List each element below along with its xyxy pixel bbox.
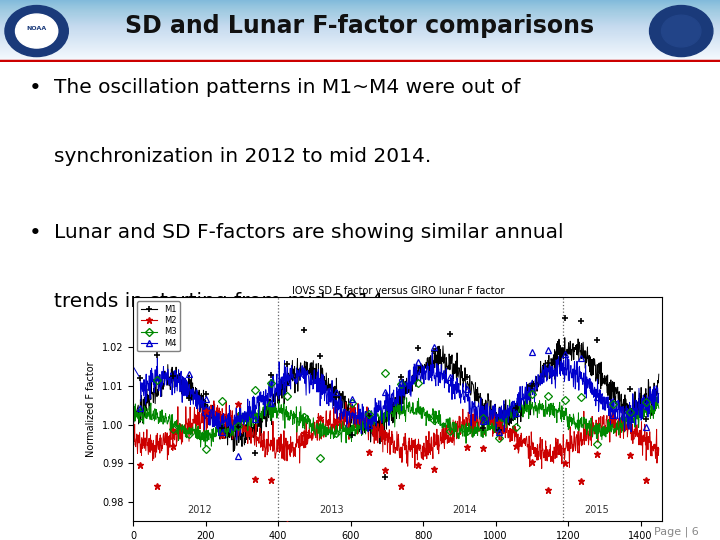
Text: 2013: 2013: [320, 505, 344, 515]
Legend: M1, M2, M3, M4: M1, M2, M3, M4: [138, 301, 180, 352]
Text: Page | 6: Page | 6: [654, 527, 698, 537]
Y-axis label: Normalized F factor: Normalized F factor: [86, 361, 96, 457]
Text: Lunar and SD F-factors are showing similar annual: Lunar and SD F-factors are showing simil…: [54, 222, 564, 242]
Circle shape: [16, 14, 58, 48]
Circle shape: [662, 15, 701, 47]
Text: synchronization in 2012 to mid 2014.: synchronization in 2012 to mid 2014.: [54, 147, 431, 166]
Circle shape: [649, 5, 713, 57]
Text: 2015: 2015: [584, 505, 609, 515]
Text: The oscillation patterns in M1~M4 were out of: The oscillation patterns in M1~M4 were o…: [54, 78, 521, 97]
Circle shape: [5, 5, 68, 57]
Text: 2014: 2014: [452, 505, 477, 515]
Text: 2012: 2012: [187, 505, 212, 515]
Title: IOVS SD F factor versus GIRO lunar F factor: IOVS SD F factor versus GIRO lunar F fac…: [292, 286, 504, 296]
Text: SD and Lunar F-factor comparisons: SD and Lunar F-factor comparisons: [125, 14, 595, 38]
Text: •: •: [29, 78, 42, 98]
Text: •: •: [29, 222, 42, 243]
Text: NOAA: NOAA: [27, 26, 47, 31]
Text: trends in starting from mid 2014.: trends in starting from mid 2014.: [54, 292, 390, 310]
